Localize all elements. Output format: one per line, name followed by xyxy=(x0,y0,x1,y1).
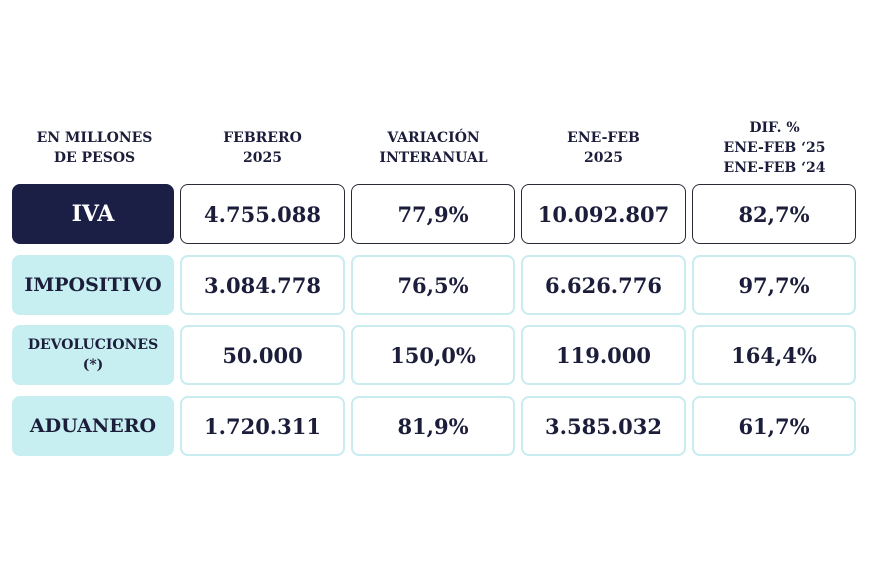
value-febrero-aduanero: 1.720.311 xyxy=(180,396,345,456)
value-febrero-devoluciones: 50.000 xyxy=(180,325,345,385)
row-label-devoluciones: DEVOLUCIONES (*) xyxy=(12,325,174,385)
value-variacion-impositivo: 76,5% xyxy=(351,255,515,315)
value-febrero-impositivo: 3.084.778 xyxy=(180,255,345,315)
value-enefeb-impositivo: 6.626.776 xyxy=(521,255,686,315)
value-variacion-devoluciones: 150,0% xyxy=(351,325,515,385)
header-febrero-2025: FEBRERO 2025 xyxy=(223,130,302,166)
row-label-aduanero: ADUANERO xyxy=(12,396,174,456)
row-label-devoluciones-note: (*) xyxy=(82,357,104,373)
value-variacion-iva: 77,9% xyxy=(351,184,515,244)
value-enefeb-devoluciones: 119.000 xyxy=(521,325,686,385)
row-label-iva: IVA xyxy=(12,184,174,244)
row-label-impositivo: IMPOSITIVO xyxy=(12,255,174,315)
value-enefeb-iva: 10.092.807 xyxy=(521,184,686,244)
header-ene-feb-2025: ENE-FEB 2025 xyxy=(567,130,640,166)
header-units: EN MILLONES DE PESOS xyxy=(36,130,153,166)
row-label-devoluciones-text: DEVOLUCIONES xyxy=(27,337,159,353)
value-variacion-aduanero: 81,9% xyxy=(351,396,515,456)
value-dif-iva: 82,7% xyxy=(692,184,856,244)
value-dif-devoluciones: 164,4% xyxy=(692,325,856,385)
header-variacion-interanual: VARIACIÓN INTERANUAL xyxy=(379,130,488,166)
header-dif-pct: DIF. % ENE-FEB ‘25 ENE-FEB ‘24 xyxy=(723,120,826,176)
value-dif-impositivo: 97,7% xyxy=(692,255,856,315)
value-febrero-iva: 4.755.088 xyxy=(180,184,345,244)
value-enefeb-aduanero: 3.585.032 xyxy=(521,396,686,456)
value-dif-aduanero: 61,7% xyxy=(692,396,856,456)
